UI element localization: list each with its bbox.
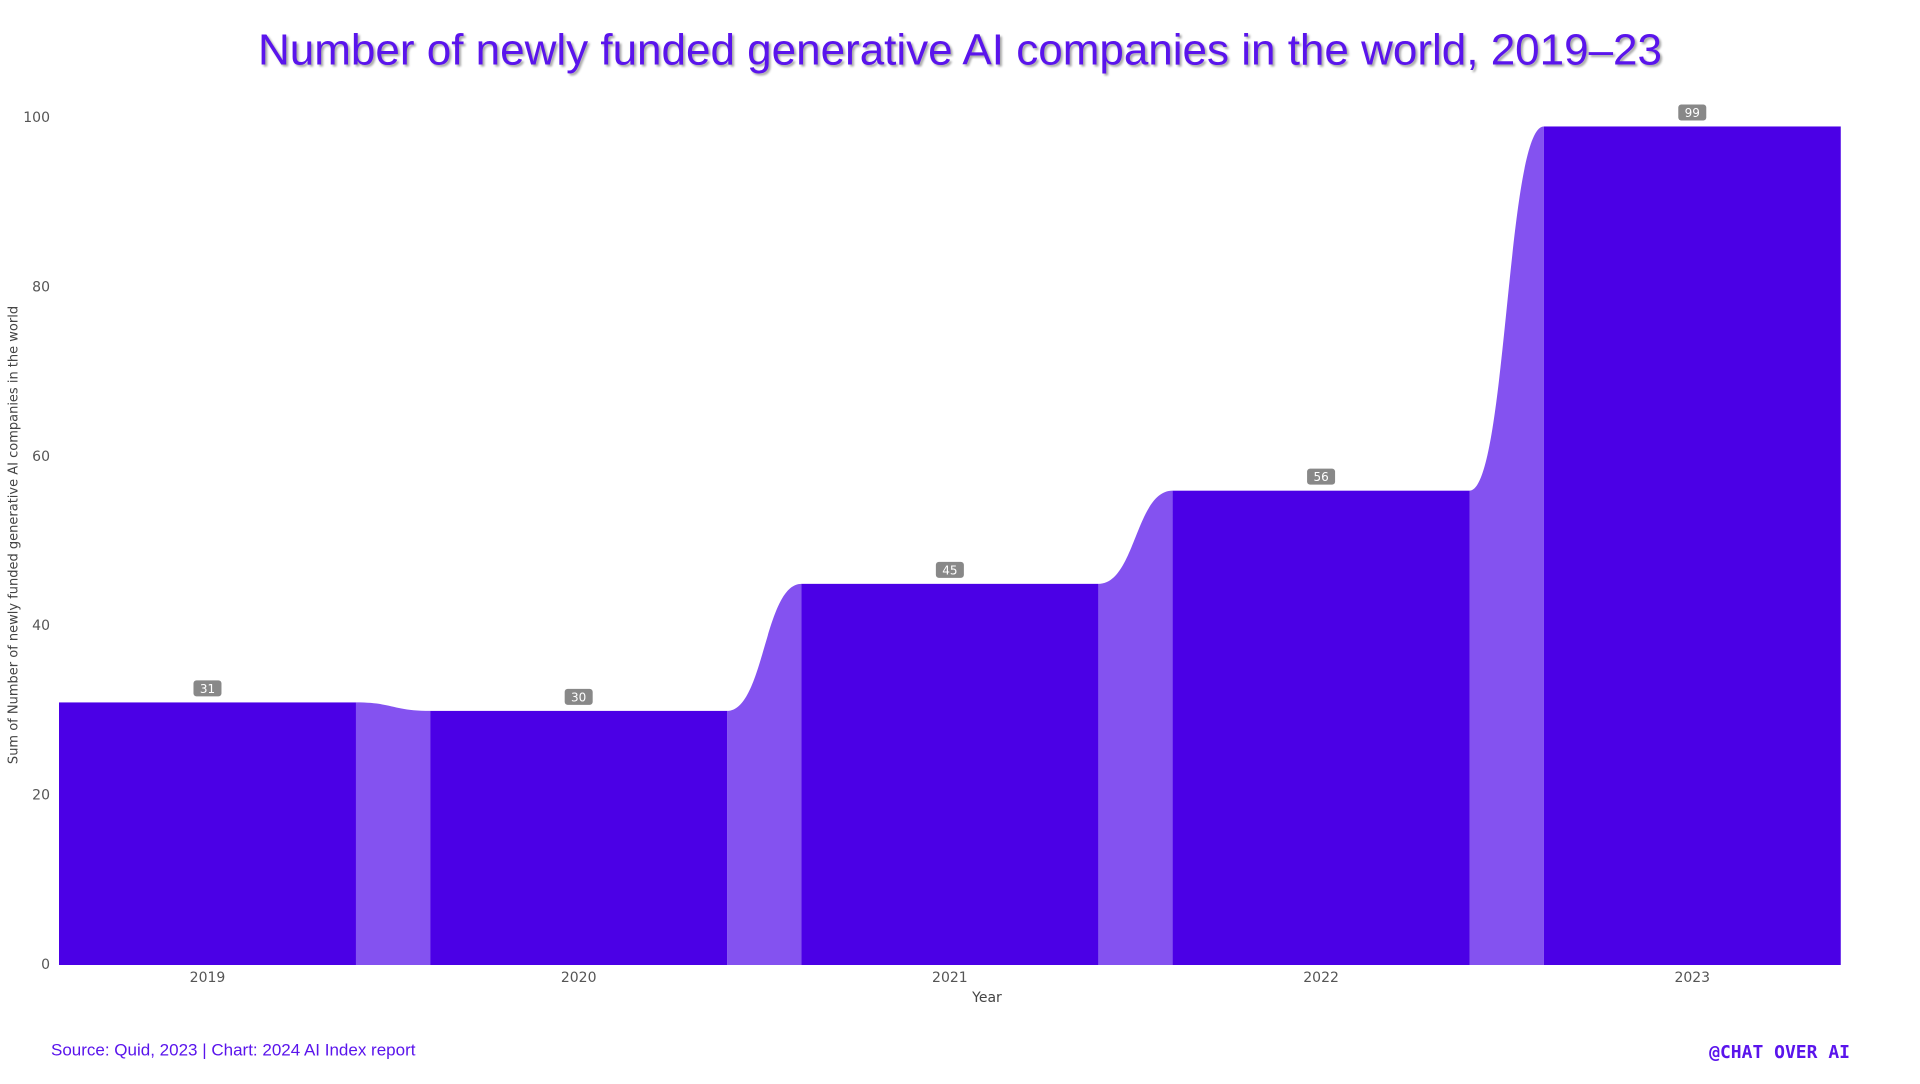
y-tick-label: 100: [23, 110, 50, 126]
connector: [355, 702, 431, 965]
y-tick-label: 20: [32, 788, 50, 804]
bar: [1543, 126, 1841, 966]
chart-title: Number of newly funded generative AI com…: [258, 26, 1662, 75]
x-axis-label: Year: [971, 990, 1002, 1006]
bar: [59, 702, 356, 965]
y-axis-label: Sum of Number of newly funded generative…: [7, 306, 22, 764]
bar: [801, 583, 1099, 965]
x-tick-label: 2021: [932, 970, 968, 986]
value-label: 56: [1313, 470, 1328, 484]
source-note: Source: Quid, 2023 | Chart: 2024 AI Inde…: [51, 1040, 416, 1059]
value-label: 45: [942, 563, 957, 577]
connector: [1098, 490, 1173, 965]
value-label: 30: [571, 690, 586, 704]
y-tick-label: 0: [41, 957, 50, 973]
bar: [430, 710, 728, 965]
x-tick-label: 2023: [1674, 970, 1710, 986]
value-label-box: [1307, 468, 1336, 485]
value-label: 99: [1685, 106, 1700, 120]
bar: [1172, 490, 1470, 965]
connector: [1469, 126, 1544, 965]
x-tick-label: 2019: [190, 970, 226, 986]
value-label-box: [193, 680, 222, 697]
value-label-box: [564, 688, 593, 705]
y-tick-label: 80: [32, 279, 50, 295]
value-label-box: [1678, 104, 1707, 121]
watermark: @CHAT OVER AI: [1709, 1042, 1850, 1063]
y-tick-label: 60: [32, 449, 50, 465]
x-tick-label: 2022: [1303, 970, 1339, 986]
value-label-box: [935, 561, 964, 578]
connector: [727, 583, 802, 965]
y-tick-label: 40: [32, 618, 50, 634]
x-tick-label: 2020: [561, 970, 597, 986]
value-label: 31: [200, 682, 215, 696]
